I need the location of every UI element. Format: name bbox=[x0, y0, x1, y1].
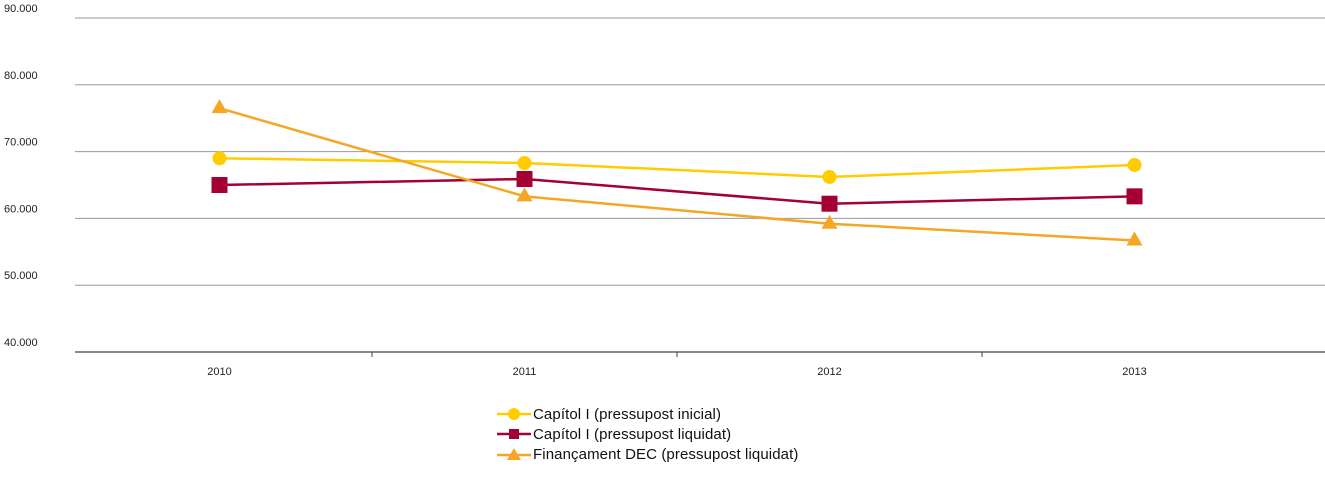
series-layer bbox=[211, 99, 1143, 246]
data-point-triangle bbox=[516, 187, 533, 202]
x-tick-label: 2013 bbox=[1122, 366, 1146, 378]
legend-label: Capítol I (pressupost inicial) bbox=[533, 405, 722, 423]
x-tick-label: 2012 bbox=[817, 366, 841, 378]
y-tick-label: 70.000 bbox=[4, 137, 38, 149]
legend-square-marker-icon bbox=[497, 429, 531, 439]
legend-circle-marker-icon bbox=[497, 408, 531, 420]
data-point-circle bbox=[1127, 157, 1142, 172]
data-point-triangle bbox=[211, 99, 228, 114]
data-point-square bbox=[211, 177, 228, 193]
series-line bbox=[219, 106, 1135, 242]
y-tick-label: 90.000 bbox=[4, 3, 38, 15]
data-point-triangle bbox=[821, 214, 838, 229]
x-axis: 2010 2011 2012 2013 bbox=[207, 352, 1147, 378]
legend: Capítol I (pressupost inicial) Capítol I… bbox=[497, 404, 798, 464]
gridlines bbox=[75, 17, 1325, 353]
legend-item-financament-dec: Finançament DEC (pressupost liquidat) bbox=[497, 444, 798, 464]
series-1 bbox=[211, 170, 1143, 212]
x-tick-label: 2011 bbox=[513, 366, 537, 378]
data-point-square bbox=[516, 170, 533, 187]
y-axis-tick-labels: 40.000 50.000 60.000 70.000 80.000 90.000 bbox=[4, 3, 38, 349]
legend-triangle-marker-icon bbox=[497, 448, 531, 460]
line-chart: 40.000 50.000 60.000 70.000 80.000 90.000 201… bbox=[4, 3, 1325, 378]
legend-label: Capítol I (pressupost liquidat) bbox=[533, 425, 732, 443]
series-line bbox=[219, 177, 1135, 205]
y-tick-label: 80.000 bbox=[4, 70, 38, 82]
series-0 bbox=[212, 151, 1142, 184]
data-point-circle bbox=[212, 151, 227, 166]
y-tick-label: 60.000 bbox=[4, 203, 38, 215]
data-point-circle bbox=[822, 169, 837, 184]
data-point-circle bbox=[517, 155, 532, 170]
data-point-square bbox=[821, 195, 838, 212]
y-tick-label: 40.000 bbox=[4, 337, 38, 349]
legend-item-capitol-liquidat: Capítol I (pressupost liquidat) bbox=[497, 424, 798, 444]
y-tick-label: 50.000 bbox=[4, 270, 38, 282]
legend-item-capitol-inicial: Capítol I (pressupost inicial) bbox=[497, 404, 798, 424]
x-tick-label: 2010 bbox=[207, 366, 231, 378]
data-point-triangle bbox=[1126, 231, 1143, 246]
series-2 bbox=[211, 99, 1143, 246]
series-line bbox=[219, 157, 1135, 179]
data-point-square bbox=[1126, 188, 1143, 205]
legend-label: Finançament DEC (pressupost liquidat) bbox=[533, 445, 799, 463]
